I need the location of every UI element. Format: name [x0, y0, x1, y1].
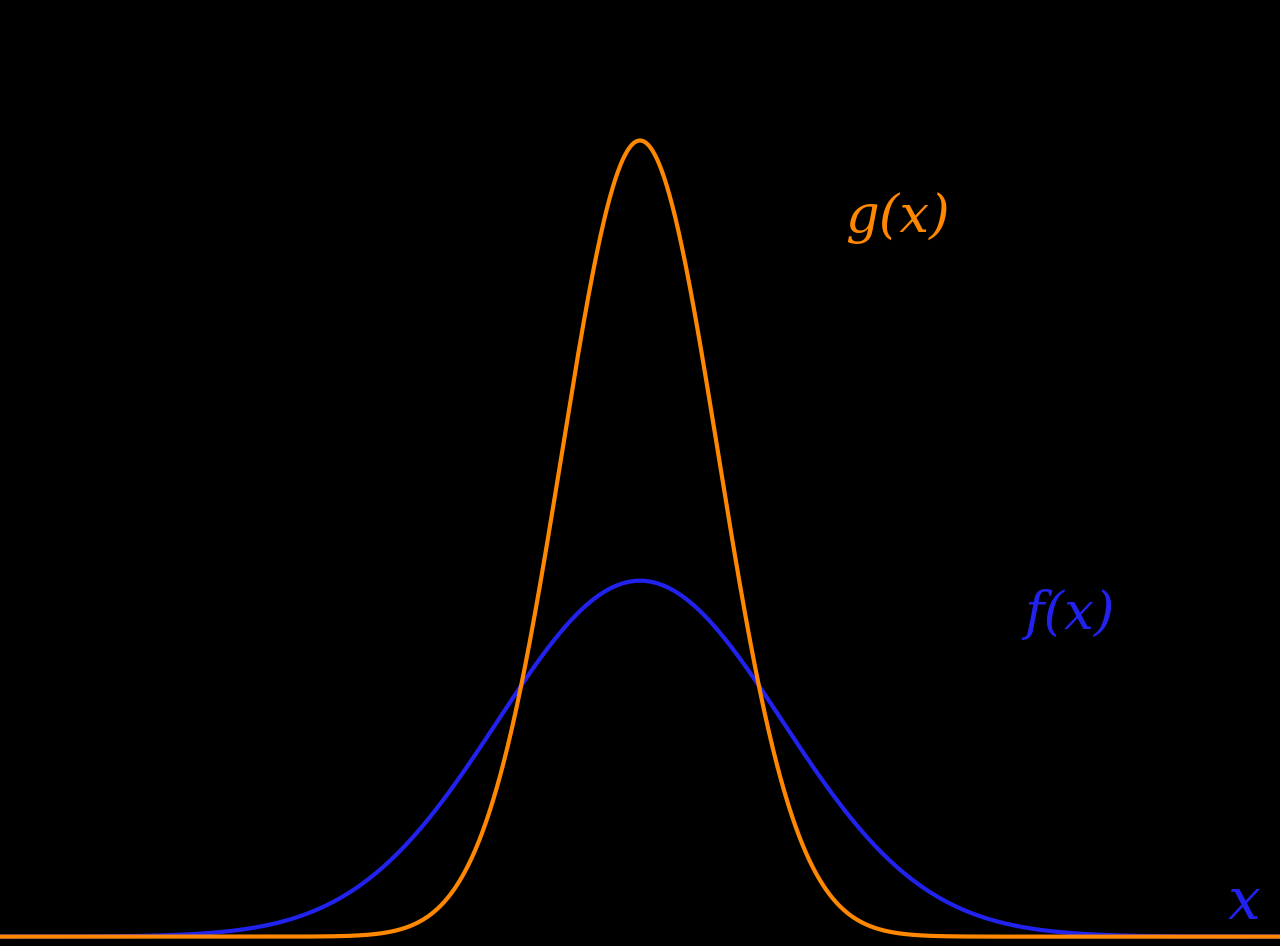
Text: g(x): g(x)	[845, 192, 950, 243]
Text: x: x	[1228, 875, 1261, 932]
Text: f(x): f(x)	[1024, 589, 1115, 640]
